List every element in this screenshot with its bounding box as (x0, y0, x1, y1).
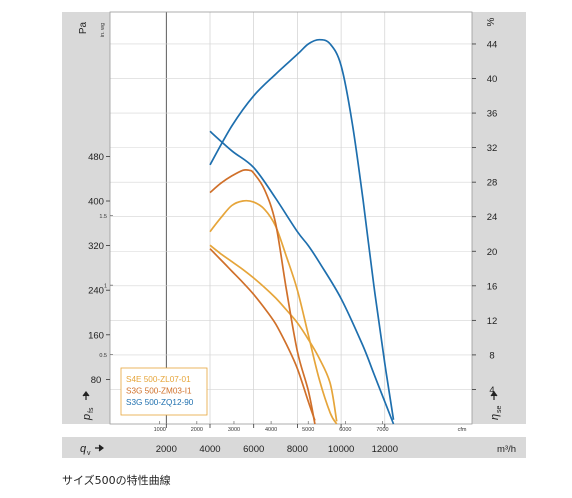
pa-tick-label: 320 (88, 241, 104, 252)
efficiency-curve-2 (209, 248, 316, 421)
efficiency-tick-label: 16 (487, 281, 498, 292)
cfm-tick-label: 1000 (154, 427, 166, 433)
efficiency-tick-label: 40 (487, 74, 498, 85)
qv-symbol-letter: q (80, 443, 87, 455)
pa-unit-label: Pa (78, 21, 89, 34)
pressure-curve-2 (209, 168, 316, 425)
grid-lines (109, 11, 473, 425)
efficiency-unit-label: % (486, 17, 497, 26)
pfs-symbol-subscript: fs (88, 407, 95, 413)
bottom-axis-band (62, 437, 526, 458)
legend-entry: S3G 500-ZQ12-90 (126, 398, 194, 407)
cfm-tick-label: 5000 (302, 427, 314, 433)
efficiency-tick-label: 32 (487, 143, 498, 154)
efficiency-tick-label: 36 (487, 109, 498, 120)
efficiency-tick-label: 8 (489, 350, 494, 361)
cfm-tick-label: 2000 (191, 427, 203, 433)
m3h-tick-label: 10000 (328, 444, 354, 455)
efficiency-tick-label: 4 (489, 385, 494, 396)
eta-symbol-subscript: se (496, 406, 503, 414)
axis-ticks: 80 160 240 320 400 480 0.5 1 1.5 4 8 12 16 20 24 28 32 36… (78, 17, 516, 457)
pa-tick-label: 160 (88, 330, 104, 341)
cfm-tick-label: 4000 (265, 427, 277, 433)
m3h-unit-label: m³/h (497, 444, 516, 455)
inwg-unit-label: in. wg (100, 23, 106, 37)
inwg-tick-label: 1.5 (99, 214, 107, 220)
m3h-tick-label: 12000 (372, 444, 398, 455)
inwg-tick-label: 0.5 (99, 353, 107, 359)
legend-entry: S3G 500-ZM03-I1 (126, 387, 192, 396)
left-axis-band (62, 12, 110, 424)
chart-caption: サイズ500の特性曲線 (62, 474, 171, 487)
pa-tick-label: 480 (88, 152, 104, 163)
m3h-tick-label: 2000 (156, 444, 177, 455)
cfm-tick-label: 3000 (228, 427, 240, 433)
efficiency-tick-label: 12 (487, 316, 498, 327)
m3h-tick-label: 8000 (287, 444, 308, 455)
plot-area (110, 12, 472, 424)
pfs-symbol: pfs (81, 391, 95, 421)
efficiency-tick-label: 20 (487, 247, 498, 258)
efficiency-curve-3 (209, 38, 395, 420)
efficiency-tick-label: 44 (487, 39, 498, 50)
pa-tick-label: 240 (88, 286, 104, 297)
pfs-arrow-icon (82, 391, 90, 400)
m3h-tick-label: 6000 (243, 444, 264, 455)
efficiency-curve-1 (209, 244, 338, 422)
right-axis-band (472, 12, 526, 424)
eta-arrow-icon (490, 391, 498, 400)
legend-box (120, 367, 208, 416)
legend-entry: S4E 500-ZL07-01 (126, 375, 191, 384)
m3h-tick-label: 4000 (199, 444, 220, 455)
legend: S4E 500-ZL07-01 S3G 500-ZM03-I1 S3G 500-ZQ… (120, 367, 208, 416)
inwg-tick-label: 1 (104, 284, 107, 290)
cfm-unit-label: cfm (458, 427, 467, 433)
plot-frame (109, 11, 473, 425)
pa-tick-label: 80 (91, 375, 102, 386)
data-curves (209, 38, 395, 425)
efficiency-tick-label: 28 (487, 178, 498, 189)
qv-symbol-subscript: v (87, 450, 91, 457)
cfm-tick-label: 6000 (339, 427, 351, 433)
eta-symbol-letter: η (489, 414, 501, 420)
efficiency-tick-label: 24 (487, 212, 498, 223)
qv-arrow-icon (95, 444, 104, 452)
eta-symbol: ηse (489, 391, 503, 420)
cfm-tick-label: 7000 (376, 427, 388, 433)
pa-tick-label: 400 (88, 197, 104, 208)
pfs-symbol-letter: p (81, 414, 93, 421)
pressure-curve-3 (209, 130, 395, 425)
